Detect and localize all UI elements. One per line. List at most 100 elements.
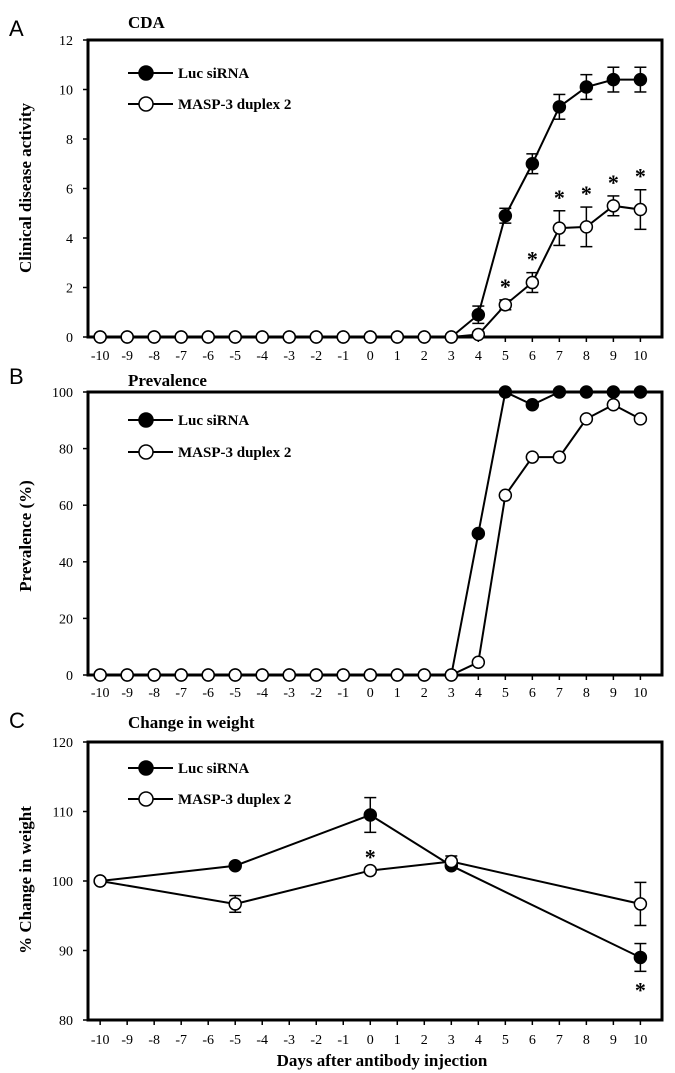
panel-b-legend-luc-sirna-label: Luc siRNA: [178, 413, 249, 429]
panel-b-xtick-label: 4: [475, 686, 482, 701]
panel-c-series-masp3-duplex2-point: [228, 897, 242, 911]
panel-a-xtick-label: 5: [502, 349, 509, 364]
panel-b-series-masp3-duplex2-point: [228, 668, 242, 682]
panel-c-xtick-label: -6: [202, 1033, 214, 1048]
panel-b-series-masp3-duplex2-point: [390, 668, 405, 682]
panel-a-significance-star: *: [581, 181, 592, 206]
panel-a-significance-star: *: [635, 164, 646, 189]
panel-a-series-luc-sirna-point: [633, 72, 648, 87]
panel-b-legend-masp3-duplex2-swatch-marker: [138, 444, 154, 460]
panel-b-xtick-label: -1: [337, 686, 349, 701]
panel-a-series-masp3-duplex2-point: [525, 275, 540, 290]
panel-a-legend-luc-sirna-label: Luc siRNA: [178, 66, 249, 82]
panel-b-series-masp3-duplex2-point: [282, 668, 296, 682]
panel-c-xlabel: Days after antibody injection: [277, 1051, 488, 1070]
panel-a-series-masp3-duplex2-point: [120, 330, 134, 344]
panel-a-ytick-label: 10: [59, 84, 73, 99]
panel-c-xtick-label: 2: [421, 1033, 428, 1048]
panel-a-ytick-label: 12: [59, 34, 73, 49]
panel-a-ytick-label: 6: [66, 183, 73, 198]
panel-c-xtick-label: 6: [529, 1033, 536, 1048]
panel-c-xtick-label: 7: [556, 1033, 563, 1048]
panel-b-ytick-label: 40: [59, 556, 73, 571]
panel-c-series-masp3-duplex2-point: [444, 854, 459, 869]
panel-a-xtick-label: 7: [556, 349, 563, 364]
panel-b-xtick-label: -5: [229, 686, 241, 701]
panel-b-series-masp3-duplex2-point: [147, 668, 161, 682]
panel-c-xtick-label: -1: [337, 1033, 349, 1048]
panel-b-xtick-label: -10: [91, 686, 110, 701]
panel-b-series-luc-sirna-point: [633, 385, 648, 399]
panel-a-significance-star: *: [608, 170, 619, 195]
panel-a-legend-luc-sirna-swatch-marker: [138, 65, 154, 81]
panel-b-series-masp3-duplex2-point: [93, 668, 107, 682]
panel-c-ytick-label: 120: [52, 736, 73, 751]
panel-c-ytick-label: 90: [59, 945, 73, 960]
panel-c-legend-luc-sirna-swatch-marker: [138, 760, 154, 776]
panel-c-xtick-label: -2: [310, 1033, 322, 1048]
panel-a-series-masp3-duplex2-point: [174, 330, 188, 344]
panel-a-ytick-label: 2: [66, 282, 73, 297]
panel-b-series-masp3-duplex2-point: [336, 668, 351, 682]
panel-c-legend-masp3-duplex2-swatch-marker: [138, 791, 154, 807]
panel-c-ytick-label: 110: [53, 806, 73, 821]
panel-b-ytick-label: 20: [59, 612, 73, 627]
panel-a-significance-star: *: [500, 274, 511, 299]
panel-b-legend-masp3-duplex2-label: MASP-3 duplex 2: [178, 445, 291, 461]
panel-b-xtick-label: 6: [529, 686, 536, 701]
panel-c-letter: C: [9, 708, 25, 733]
panel-c-weight-chart: C Change in weight % Change in weight Da…: [9, 708, 664, 1070]
panel-c-title: Change in weight: [128, 713, 255, 732]
panel-c-xtick-label: -4: [256, 1033, 268, 1048]
panel-a-xtick-label: -10: [91, 349, 110, 364]
panel-b-xtick-label: 3: [448, 686, 455, 701]
panel-c-series-luc-sirna-point: [363, 808, 378, 822]
panel-a-ylabel: Clinical disease activity: [16, 103, 35, 273]
panel-b-prevalence-chart: B Prevalence Prevalence (%) 020406080100…: [9, 364, 664, 701]
panel-b-xtick-label: 2: [421, 686, 428, 701]
panel-c-series-masp3-duplex2-point: [633, 897, 648, 911]
panel-b-xtick-label: 7: [556, 686, 563, 701]
panel-c-xtick-label: -8: [148, 1033, 160, 1048]
panel-b-series-masp3-duplex2-point: [444, 668, 459, 682]
panel-a-xtick-label: -2: [310, 349, 322, 364]
panel-c-xtick-label: 5: [502, 1033, 509, 1048]
panel-a-xtick-label: -9: [121, 349, 133, 364]
panel-a-series-luc-sirna-point: [552, 100, 567, 114]
panel-a-series-masp3-duplex2-point: [201, 330, 215, 344]
panel-a-series-masp3-duplex2-point: [93, 330, 107, 344]
panel-c-series-luc-sirna-point: [228, 858, 242, 873]
panel-a-ytick-label: 4: [66, 232, 73, 247]
panel-b-xtick-label: 0: [367, 686, 374, 701]
panel-b-xtick-label: -8: [148, 686, 160, 701]
panel-c-xtick-label: 9: [610, 1033, 617, 1048]
panel-a-legend-masp3-duplex2-swatch-marker: [138, 96, 154, 112]
panel-c-xtick-label: -7: [175, 1033, 187, 1048]
panel-a-series-masp3-duplex2-point: [579, 220, 594, 234]
panel-a-ytick-label: 0: [66, 331, 73, 346]
panel-c-xtick-label: 8: [583, 1033, 590, 1048]
panel-a-xtick-label: -8: [148, 349, 160, 364]
panel-b-xtick-label: -9: [121, 686, 133, 701]
panel-a-series-masp3-duplex2-point: [363, 330, 378, 344]
panel-b-xtick-label: 5: [502, 686, 509, 701]
panel-b-series-luc-sirna-point: [579, 385, 594, 399]
panel-b-series-masp3-duplex2-point: [201, 668, 215, 682]
panel-a-series-masp3-duplex2-point: [147, 330, 161, 344]
panel-a-xtick-label: 9: [610, 349, 617, 364]
panel-b-xtick-label: 1: [394, 686, 401, 701]
panel-a-significance-star: *: [527, 247, 538, 272]
panel-a-series-masp3-duplex2-point: [498, 298, 513, 312]
panel-b-letter: B: [9, 364, 24, 389]
panel-b-ytick-label: 60: [59, 499, 73, 514]
panel-a-xtick-label: -7: [175, 349, 187, 364]
panel-b-series-luc-sirna-point: [498, 385, 513, 399]
panel-a-xtick-label: 1: [394, 349, 401, 364]
panel-a-xtick-label: -6: [202, 349, 214, 364]
panel-b-series-masp3-duplex2-point: [552, 450, 567, 464]
panel-c-plot-frame: [86, 740, 664, 1022]
panel-c-legend-masp3-duplex2-label: MASP-3 duplex 2: [178, 792, 291, 808]
panel-c-legend-luc-sirna-label: Luc siRNA: [178, 761, 249, 777]
panel-a-xtick-label: 10: [633, 349, 647, 364]
